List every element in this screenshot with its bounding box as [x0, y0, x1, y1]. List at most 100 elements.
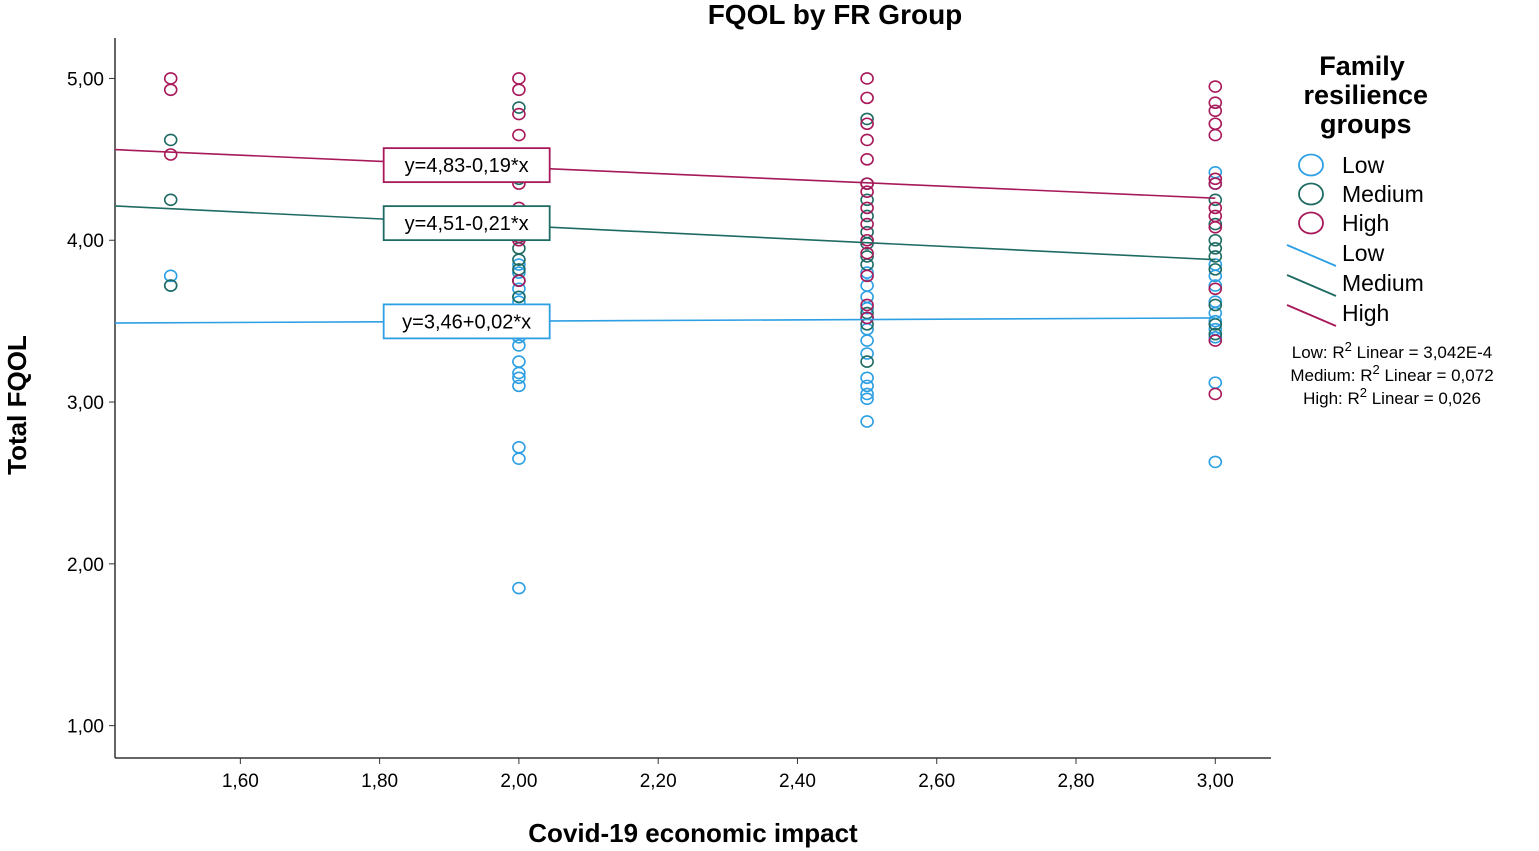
- data-point: [860, 250, 874, 263]
- data-point: [1208, 334, 1223, 347]
- data-point: [1208, 242, 1223, 255]
- x-tick-label: 2,00: [500, 771, 537, 792]
- data-point: [163, 72, 178, 85]
- data-point: [1208, 455, 1223, 469]
- data-point: [860, 117, 874, 131]
- data-point: [1208, 376, 1223, 389]
- r2-note: High: R2 Linear = 0,026: [1303, 385, 1481, 408]
- data-point: [860, 355, 874, 368]
- x-tick-label: 2,60: [918, 771, 955, 792]
- equation-label-low: y=3,46+0,02*x: [402, 311, 531, 333]
- data-point: [860, 193, 874, 207]
- data-point: [512, 266, 526, 279]
- x-axis-title: Covid-19 economic impact: [528, 818, 858, 848]
- data-point: [860, 301, 874, 315]
- data-point: [1208, 263, 1223, 276]
- data-point: [512, 339, 526, 352]
- data-point: [163, 279, 178, 292]
- x-tick-label: 1,80: [361, 771, 398, 792]
- data-point: [512, 282, 526, 296]
- data-point: [512, 452, 526, 465]
- data-point: [860, 415, 874, 428]
- data-point: [1208, 221, 1223, 234]
- data-point: [860, 347, 874, 360]
- data-point: [512, 581, 526, 595]
- legend-label-low: Low: [1342, 152, 1385, 178]
- data-point: [1208, 172, 1223, 186]
- chart-title: FQOL by FR Group: [708, 0, 963, 30]
- y-tick-label: 3,00: [67, 393, 104, 414]
- data-point: [860, 371, 874, 385]
- data-point: [860, 185, 874, 199]
- data-point: [512, 72, 526, 85]
- data-point: [860, 387, 874, 401]
- data-point: [1208, 318, 1223, 331]
- data-point: [1208, 233, 1223, 247]
- data-point: [860, 112, 874, 126]
- legend-marker-high: [1298, 211, 1324, 235]
- equation-box: [382, 147, 551, 184]
- data-point: [512, 274, 526, 287]
- x-tick-label: 1,60: [222, 771, 259, 792]
- legend-label-high: High: [1342, 210, 1389, 236]
- legend: Family resilience groups Low Medium High Low…: [1286, 51, 1428, 327]
- data-point: [512, 83, 526, 97]
- x-tick-label: 2,20: [640, 771, 677, 792]
- data-point: [1208, 80, 1223, 93]
- fit-line-medium: [114, 205, 1216, 261]
- data-point: [512, 355, 526, 368]
- legend-marker-medium: [1298, 182, 1324, 206]
- legend-label-medium: Medium: [1342, 181, 1424, 207]
- data-point: [1208, 96, 1223, 110]
- data-point: [1208, 250, 1223, 263]
- data-point: [1208, 193, 1223, 207]
- y-tick-label: 5,00: [67, 69, 104, 90]
- equation-label-high: y=4,83-0,19*x: [405, 155, 529, 177]
- data-point: [1208, 327, 1223, 341]
- equation-box: [382, 205, 551, 242]
- x-tick-label: 3,00: [1197, 771, 1234, 792]
- data-point: [512, 290, 526, 304]
- data-point: [512, 253, 526, 266]
- data-point: [512, 128, 526, 142]
- data-point: [860, 298, 874, 312]
- data-point: [1208, 209, 1223, 223]
- data-point: [1208, 282, 1223, 296]
- data-point: [860, 72, 874, 85]
- data-point: [163, 83, 178, 97]
- legend-title: Family resilience groups: [1296, 51, 1428, 139]
- data-point: [860, 246, 874, 260]
- y-tick-label: 2,00: [67, 555, 104, 576]
- data-point: [1208, 279, 1223, 292]
- data-point: [163, 269, 178, 283]
- data-point: [1208, 104, 1223, 118]
- legend-line-medium: [1286, 274, 1337, 297]
- data-point: [860, 91, 874, 105]
- data-point: [1208, 217, 1223, 231]
- data-point: [512, 379, 526, 393]
- plot-area: 1,60 1,80 2,00 2,20 2,40 2,60 2,80 3,00 1,00 2,00…: [67, 38, 1271, 792]
- y-axis-title: Total FQOL: [2, 335, 32, 475]
- series-high: [163, 72, 1223, 401]
- fit-line-low: [114, 317, 1216, 324]
- data-point: [860, 258, 874, 271]
- data-point: [1208, 201, 1223, 215]
- data-point: [860, 209, 874, 223]
- equation-label-medium: y=4,51-0,21*x: [405, 213, 529, 235]
- series-low: [163, 165, 1223, 595]
- legend-line-label-low: Low: [1342, 240, 1385, 266]
- data-point: [512, 371, 526, 385]
- data-point: [1208, 117, 1223, 131]
- legend-line-label-medium: Medium: [1342, 270, 1424, 296]
- data-point: [1208, 128, 1223, 142]
- data-point: [512, 441, 526, 454]
- data-point: [512, 101, 526, 114]
- data-point: [860, 311, 874, 325]
- data-point: [1208, 177, 1223, 190]
- fit-line-high: [114, 148, 1216, 199]
- data-point: [1208, 269, 1223, 283]
- legend-line-low: [1286, 244, 1337, 267]
- legend-line-high: [1286, 304, 1337, 327]
- data-point: [1208, 331, 1223, 344]
